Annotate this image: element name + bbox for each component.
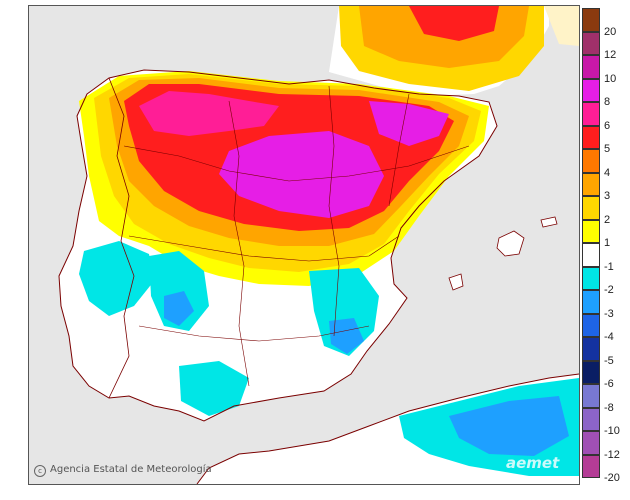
legend-swatch	[582, 384, 600, 408]
legend-label: -6	[604, 378, 614, 390]
legend-label: 20	[604, 25, 617, 38]
legend-swatch	[582, 31, 600, 55]
legend-swatch	[582, 290, 600, 314]
legend-label: 3	[604, 190, 611, 202]
credit-text: Agencia Estatal de Meteorología	[50, 464, 212, 475]
legend-swatch	[582, 196, 600, 220]
border-regions-3	[138, 325, 370, 342]
coastline-iberia	[58, 69, 498, 422]
legend-swatch	[582, 313, 600, 337]
legend-swatch	[582, 78, 600, 102]
legend-label: -2	[604, 284, 614, 296]
legend-label: -12	[604, 448, 620, 461]
legend-label: 12	[604, 49, 617, 61]
anomaly-blue-africa	[449, 396, 569, 456]
anomaly-blue-east	[329, 318, 364, 354]
legend-swatch	[582, 360, 600, 384]
legend-label: -20	[604, 472, 620, 484]
anomaly-magenta-core-centre	[219, 131, 384, 218]
legend-swatch	[582, 407, 600, 431]
land-north-east	[544, 6, 579, 46]
legend-swatch	[582, 431, 600, 455]
legend-label: -3	[604, 307, 614, 320]
legend-label: 4	[604, 166, 611, 179]
anomaly-map[interactable]	[28, 5, 580, 485]
legend-label: 6	[604, 119, 611, 132]
legend-swatch	[582, 8, 600, 32]
anomaly-cyan-south	[179, 361, 249, 416]
coastline-mallorca	[496, 230, 525, 257]
coastline-menorca	[540, 216, 558, 228]
legend-swatch	[582, 172, 600, 196]
legend-swatch	[582, 243, 600, 267]
legend-swatch	[582, 454, 600, 478]
legend-swatch	[582, 219, 600, 243]
legend-label: 2	[604, 213, 611, 226]
legend-swatch	[582, 337, 600, 361]
anomaly-blue-centre	[164, 291, 194, 326]
legend-swatch	[582, 266, 600, 290]
legend-label: -10	[604, 425, 620, 437]
anomaly-magenta-core-east	[369, 101, 449, 146]
legend-label: 8	[604, 96, 611, 108]
anomaly-cyan-west	[79, 241, 154, 316]
coastline-ibiza	[448, 273, 464, 291]
legend-label: -4	[604, 331, 614, 343]
border-regions-1	[123, 145, 470, 182]
border-regions-4	[228, 100, 250, 387]
map-credit: c Agencia Estatal de Meteorología	[34, 464, 212, 477]
legend-swatch	[582, 125, 600, 149]
land-ibiza	[449, 274, 463, 290]
land-mallorca	[497, 231, 524, 256]
legend-swatch	[582, 55, 600, 79]
legend-label: -5	[604, 354, 614, 367]
border-portugal	[108, 77, 135, 399]
legend-label: 5	[604, 143, 611, 155]
border-regions-6	[388, 93, 410, 207]
legend-label: -1	[604, 260, 614, 273]
legend-swatch	[582, 149, 600, 173]
anomaly-cyan-east	[309, 268, 379, 356]
legend-swatch	[582, 102, 600, 126]
anomaly-magenta-core-north	[139, 91, 279, 136]
color-legend: 20 12 10 8 6 5 4 3 2 1 -1 -2 -3 -4 -5 -6 -8 -10 -12 -20	[582, 8, 626, 484]
legend-label: -8	[604, 401, 614, 414]
legend-label: 1	[604, 237, 611, 249]
border-regions-5	[328, 85, 340, 337]
legend-label: 10	[604, 72, 617, 85]
border-regions-2	[128, 235, 400, 262]
coastline-africa	[196, 373, 579, 484]
brand-logo: aemet	[506, 454, 560, 472]
copyright-icon: c	[34, 465, 46, 477]
anomaly-france-red	[409, 6, 499, 41]
